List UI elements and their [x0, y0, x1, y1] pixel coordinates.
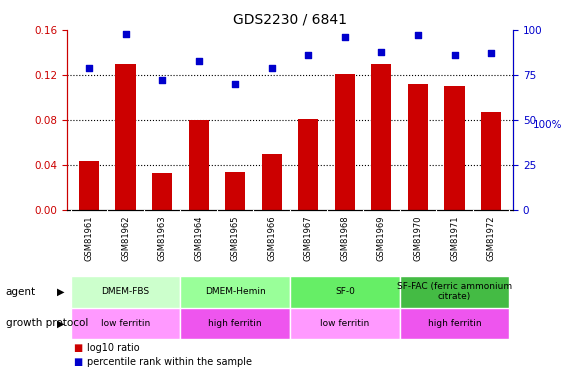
Text: high ferritin: high ferritin	[428, 319, 482, 328]
Point	[230, 81, 240, 87]
Text: SF-FAC (ferric ammonium
citrate): SF-FAC (ferric ammonium citrate)	[397, 282, 512, 301]
Text: ▶: ▶	[57, 318, 64, 328]
Point	[121, 31, 130, 37]
Bar	[298, 119, 318, 210]
Text: low ferritin: low ferritin	[320, 319, 370, 328]
Text: percentile rank within the sample: percentile rank within the sample	[87, 357, 252, 368]
Text: ■: ■	[73, 343, 82, 353]
Text: GSM81964: GSM81964	[194, 215, 203, 261]
Text: GSM81971: GSM81971	[450, 215, 459, 261]
Bar	[79, 160, 99, 210]
Text: GSM81968: GSM81968	[340, 215, 349, 261]
Point	[85, 65, 94, 71]
Bar	[152, 173, 172, 210]
Bar	[444, 86, 465, 210]
Point	[267, 65, 276, 71]
Point	[486, 50, 496, 56]
Text: agent: agent	[6, 286, 36, 297]
Text: GSM81969: GSM81969	[377, 215, 386, 261]
Text: GDS2230 / 6841: GDS2230 / 6841	[233, 12, 347, 26]
Bar	[225, 172, 245, 210]
Text: low ferritin: low ferritin	[101, 319, 150, 328]
Text: GSM81965: GSM81965	[231, 215, 240, 261]
Bar	[400, 308, 510, 339]
Point	[340, 34, 350, 40]
Text: log10 ratio: log10 ratio	[87, 343, 140, 353]
Text: high ferritin: high ferritin	[208, 319, 262, 328]
Point	[377, 49, 386, 55]
Bar	[262, 154, 282, 210]
Text: growth protocol: growth protocol	[6, 318, 88, 328]
Text: GSM81970: GSM81970	[413, 215, 423, 261]
Bar	[408, 84, 428, 210]
Point	[304, 52, 313, 58]
Bar	[188, 120, 209, 210]
Text: GSM81972: GSM81972	[487, 215, 496, 261]
Text: GSM81963: GSM81963	[157, 215, 167, 261]
Text: DMEM-Hemin: DMEM-Hemin	[205, 287, 266, 296]
Bar	[180, 276, 290, 308]
Bar	[400, 276, 510, 308]
Text: ■: ■	[73, 357, 82, 368]
Bar	[115, 64, 136, 210]
Text: ▶: ▶	[57, 286, 64, 297]
Y-axis label: 100%: 100%	[533, 120, 563, 130]
Bar	[71, 308, 180, 339]
Point	[413, 32, 423, 38]
Text: SF-0: SF-0	[335, 287, 355, 296]
Text: DMEM-FBS: DMEM-FBS	[101, 287, 150, 296]
Bar	[481, 112, 501, 210]
Point	[450, 52, 459, 58]
Bar	[290, 276, 400, 308]
Bar	[71, 276, 180, 308]
Text: GSM81966: GSM81966	[267, 215, 276, 261]
Point	[194, 58, 203, 64]
Bar	[371, 64, 392, 210]
Text: GSM81967: GSM81967	[304, 215, 313, 261]
Bar	[180, 308, 290, 339]
Text: GSM81962: GSM81962	[121, 215, 130, 261]
Point	[157, 77, 167, 83]
Bar	[335, 74, 355, 210]
Bar	[290, 308, 400, 339]
Text: GSM81961: GSM81961	[85, 215, 93, 261]
